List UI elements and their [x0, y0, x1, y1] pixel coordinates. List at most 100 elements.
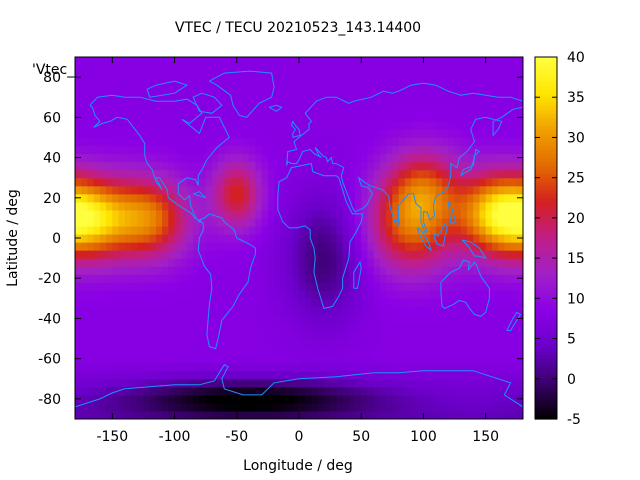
- heatmap-cell: [230, 282, 238, 291]
- heatmap-cell: [286, 346, 294, 356]
- heatmap-cell: [280, 258, 288, 267]
- heatmap-cell: [317, 137, 325, 147]
- heatmap-cell: [211, 394, 219, 404]
- heatmap-cell: [348, 338, 356, 348]
- heatmap-cell: [149, 258, 157, 267]
- heatmap-cell: [143, 402, 151, 412]
- heatmap-cell: [193, 314, 201, 324]
- heatmap-cell: [99, 410, 107, 419]
- heatmap-cell: [93, 386, 101, 396]
- heatmap-cell: [155, 306, 163, 316]
- heatmap-cell: [473, 193, 481, 203]
- heatmap-cell: [411, 169, 418, 179]
- heatmap-cell: [93, 145, 101, 155]
- heatmap-cell: [149, 145, 157, 155]
- heatmap-cell: [398, 233, 406, 243]
- heatmap-cell: [124, 394, 132, 404]
- heatmap-cell: [435, 242, 443, 251]
- heatmap-cell: [411, 153, 418, 163]
- heatmap-cell: [274, 233, 281, 243]
- heatmap-cell: [429, 338, 437, 348]
- heatmap-cell: [124, 266, 132, 275]
- heatmap-cell: [280, 73, 288, 82]
- heatmap-cell: [118, 394, 126, 404]
- heatmap-cell: [404, 137, 412, 147]
- heatmap-cell: [355, 274, 362, 283]
- heatmap-cell: [516, 346, 523, 356]
- heatmap-cell: [118, 201, 126, 211]
- heatmap-cell: [367, 362, 375, 372]
- heatmap-cell: [348, 73, 356, 82]
- heatmap-cell: [193, 121, 201, 130]
- heatmap-cell: [286, 233, 294, 243]
- heatmap-cell: [162, 177, 169, 187]
- heatmap-cell: [516, 65, 523, 74]
- heatmap-cell: [162, 330, 169, 340]
- heatmap-cell: [311, 161, 319, 171]
- heatmap-cell: [467, 258, 474, 267]
- heatmap-cell: [392, 233, 400, 243]
- heatmap-cell: [485, 161, 493, 171]
- heatmap-cell: [330, 330, 337, 340]
- colorbar-segment: [535, 145, 557, 151]
- heatmap-cell: [75, 290, 82, 299]
- heatmap-cell: [386, 129, 393, 139]
- heatmap-cell: [75, 306, 82, 316]
- y-tick-label: 0: [52, 231, 61, 247]
- heatmap-cell: [510, 410, 518, 419]
- heatmap-cell: [187, 209, 194, 219]
- heatmap-cell: [243, 346, 250, 356]
- heatmap-cell: [118, 314, 126, 324]
- heatmap-cell: [491, 378, 499, 388]
- heatmap-cell: [230, 129, 238, 139]
- heatmap-cell: [442, 153, 449, 163]
- heatmap-cell: [243, 330, 250, 340]
- heatmap-cell: [516, 57, 523, 66]
- heatmap-cell: [510, 282, 518, 291]
- heatmap-cell: [199, 330, 207, 340]
- heatmap-cell: [280, 282, 288, 291]
- heatmap-cell: [491, 137, 499, 147]
- heatmap-cell: [429, 402, 437, 412]
- heatmap-cell: [118, 161, 126, 171]
- heatmap-cell: [243, 338, 250, 348]
- heatmap-cell: [174, 362, 182, 372]
- heatmap-cell: [274, 137, 281, 147]
- heatmap-cell: [155, 274, 163, 283]
- heatmap-cell: [330, 153, 337, 163]
- heatmap-cell: [162, 225, 169, 235]
- heatmap-cell: [342, 410, 350, 419]
- heatmap-cell: [442, 258, 449, 267]
- heatmap-cell: [199, 338, 207, 348]
- heatmap-cell: [454, 338, 462, 348]
- heatmap-cell: [442, 354, 449, 364]
- heatmap-cell: [398, 314, 406, 324]
- heatmap-cell: [448, 306, 456, 316]
- heatmap-cell: [479, 177, 487, 187]
- heatmap-cell: [473, 370, 481, 380]
- heatmap-cell: [460, 258, 468, 267]
- colorbar-segment: [535, 398, 557, 404]
- heatmap-cell: [373, 177, 381, 187]
- heatmap-cell: [317, 225, 325, 235]
- heatmap-cell: [99, 65, 107, 74]
- heatmap-cell: [435, 378, 443, 388]
- heatmap-cell: [348, 242, 356, 251]
- heatmap-cell: [392, 346, 400, 356]
- heatmap-cell: [417, 258, 425, 267]
- heatmap-cell: [149, 362, 157, 372]
- heatmap-cell: [112, 386, 120, 396]
- heatmap-cell: [267, 209, 275, 219]
- heatmap-cell: [75, 298, 82, 307]
- heatmap-cell: [510, 89, 518, 98]
- heatmap-cell: [162, 153, 169, 163]
- heatmap-cell: [75, 129, 82, 139]
- heatmap-cell: [510, 370, 518, 380]
- heatmap-cell: [429, 354, 437, 364]
- heatmap-cell: [429, 169, 437, 179]
- heatmap-cell: [429, 233, 437, 243]
- heatmap-cell: [218, 338, 225, 348]
- heatmap-cell: [498, 185, 505, 195]
- heatmap-cell: [355, 97, 362, 106]
- heatmap-cell: [448, 346, 456, 356]
